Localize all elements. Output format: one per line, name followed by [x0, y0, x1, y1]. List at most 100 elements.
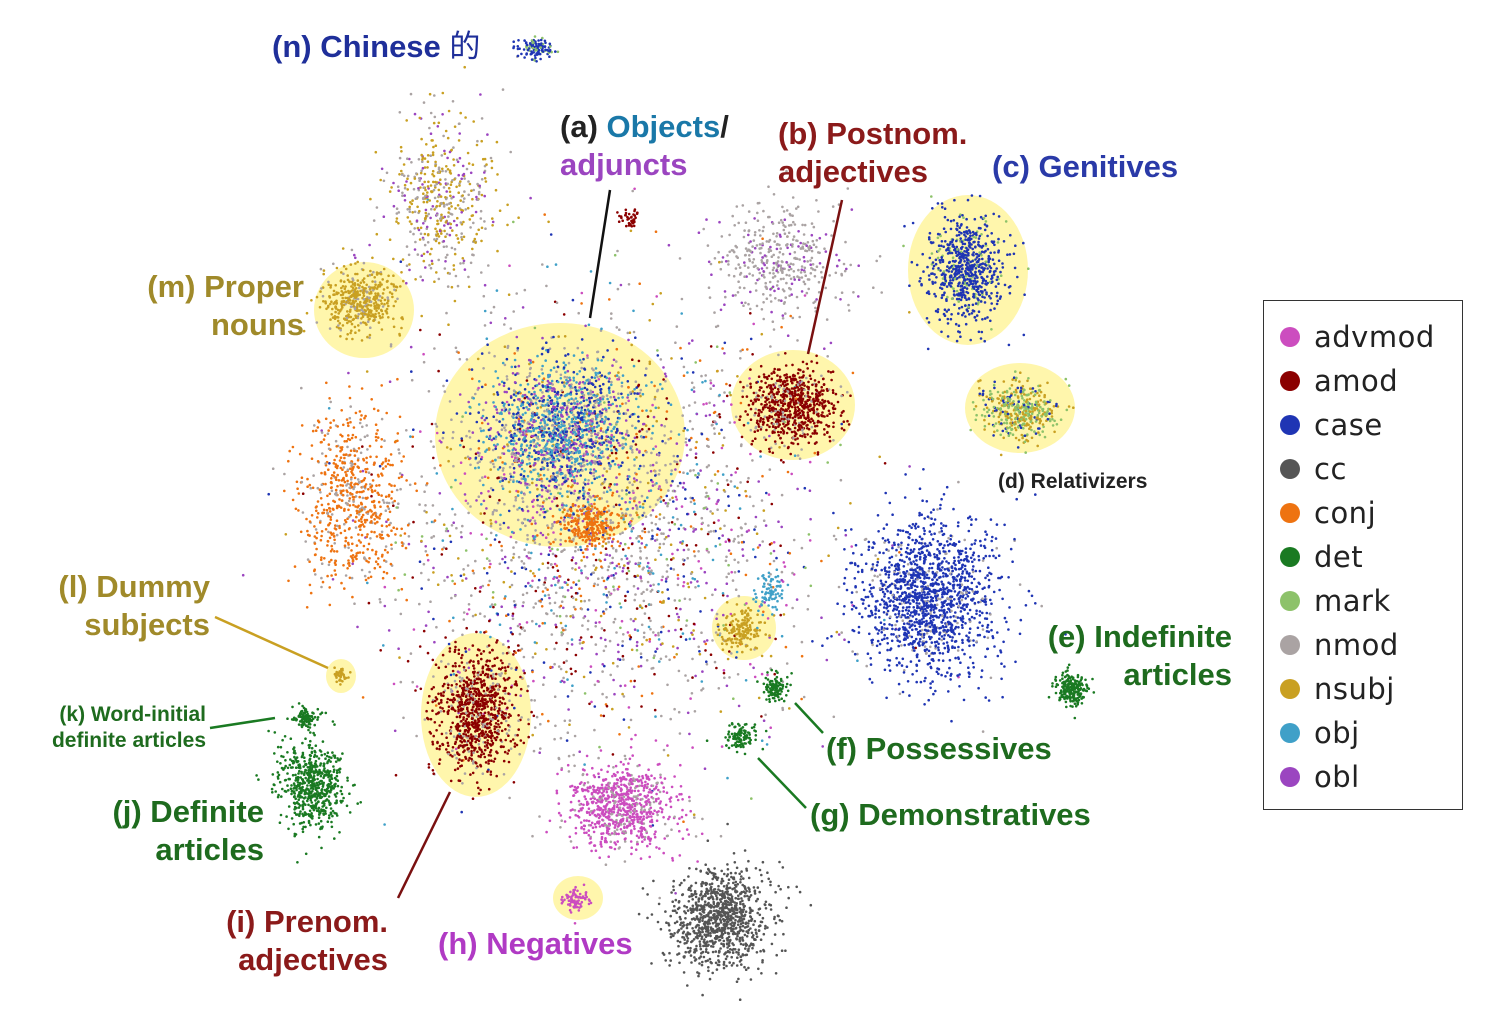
point-obl [688, 733, 691, 736]
point-amod [563, 313, 566, 316]
point-obj [468, 406, 471, 409]
point-obl [503, 385, 506, 388]
point-obj [580, 569, 583, 572]
point-nmod [706, 466, 709, 469]
point-amod [626, 572, 629, 575]
point-amod [806, 367, 809, 370]
point-amod [832, 370, 835, 373]
point-advmod [384, 586, 387, 589]
point-nmod [662, 543, 665, 546]
point-obl [693, 638, 696, 641]
point-advmod [574, 490, 577, 493]
point-nsubj [569, 615, 572, 618]
point-advmod [804, 294, 807, 297]
point-obj [544, 594, 547, 597]
point-obl [606, 553, 609, 556]
point-nmod [621, 385, 624, 388]
point-nmod [601, 627, 604, 630]
point-mark [804, 567, 807, 570]
point-case [986, 267, 989, 270]
point-case [476, 421, 479, 424]
point-case [959, 335, 962, 338]
point-case [727, 495, 730, 498]
point-nmod [425, 550, 428, 553]
point-obl [696, 413, 699, 416]
point-amod [771, 503, 774, 506]
point-obj [600, 328, 603, 331]
point-nsubj [617, 371, 620, 374]
point-nsubj [489, 519, 492, 522]
point-obl [587, 492, 590, 495]
point-amod [816, 432, 819, 435]
point-mark [556, 548, 559, 551]
point-mark [485, 538, 488, 541]
point-nsubj [788, 707, 791, 710]
point-case [517, 392, 520, 395]
point-amod [445, 547, 448, 550]
point-obl [730, 474, 733, 477]
point-nmod [787, 390, 790, 393]
point-advmod [749, 453, 752, 456]
point-case [546, 462, 549, 465]
point-obj [570, 408, 573, 411]
point-case [557, 439, 560, 442]
point-case [410, 370, 413, 373]
point-obj [658, 638, 661, 641]
point-nmod [651, 589, 654, 592]
point-obl [541, 489, 544, 492]
point-obj [554, 584, 557, 587]
point-amod [807, 414, 810, 417]
point-case [618, 504, 621, 507]
point-amod [603, 715, 606, 718]
point-nmod [840, 479, 843, 482]
point-nmod [596, 457, 599, 460]
point-conj [659, 601, 662, 604]
point-obj [566, 440, 569, 443]
point-amod [574, 670, 577, 673]
point-obl [242, 574, 245, 577]
point-nmod [716, 613, 719, 616]
point-nsubj [756, 532, 759, 535]
point-case [964, 238, 967, 241]
point-obj [686, 371, 689, 374]
point-advmod [730, 571, 733, 574]
point-nmod [723, 391, 726, 394]
point-nmod [560, 668, 563, 671]
point-case [950, 318, 953, 321]
point-nmod [609, 467, 612, 470]
point-case [944, 216, 947, 219]
point-obl [542, 534, 545, 537]
point-amod [479, 590, 482, 593]
point-advmod [527, 557, 530, 560]
point-nmod [574, 735, 577, 738]
point-obl [544, 577, 547, 580]
point-obl [504, 317, 507, 320]
point-obl [542, 395, 545, 398]
point-obl [508, 431, 511, 434]
point-obj [511, 404, 514, 407]
point-obj [530, 419, 533, 422]
point-advmod [749, 663, 752, 666]
point-obj [511, 366, 514, 369]
point-nsubj [437, 583, 440, 586]
point-obj [550, 609, 553, 612]
point-nmod [678, 670, 681, 673]
point-case [981, 331, 984, 334]
point-obj [555, 263, 558, 266]
point-nmod [807, 608, 810, 611]
point-amod [762, 421, 765, 424]
point-case [966, 308, 969, 311]
point-case [562, 477, 565, 480]
point-case [590, 446, 593, 449]
point-advmod [655, 295, 658, 298]
point-obl [542, 454, 545, 457]
point-nmod [522, 500, 525, 503]
point-nmod [409, 484, 412, 487]
point-amod [774, 396, 777, 399]
point-amod [741, 436, 744, 439]
point-obj [610, 430, 613, 433]
point-nsubj [566, 584, 569, 587]
point-obl [650, 470, 653, 473]
point-case [545, 431, 548, 434]
point-obj [494, 459, 497, 462]
